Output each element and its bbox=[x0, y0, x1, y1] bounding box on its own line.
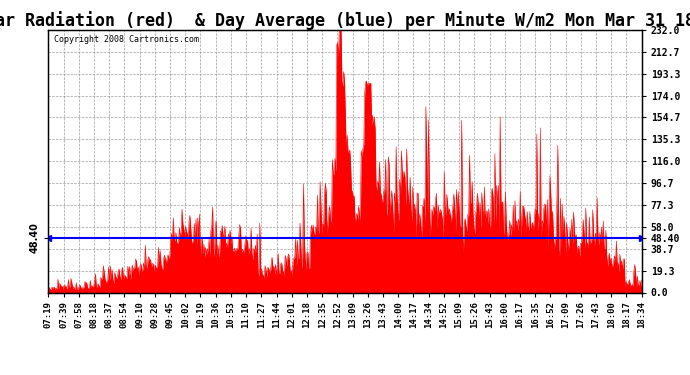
Text: Copyright 2008 Cartronics.com: Copyright 2008 Cartronics.com bbox=[55, 35, 199, 44]
Text: Solar Radiation (red)  & Day Average (blue) per Minute W/m2 Mon Mar 31 18:49: Solar Radiation (red) & Day Average (blu… bbox=[0, 11, 690, 30]
